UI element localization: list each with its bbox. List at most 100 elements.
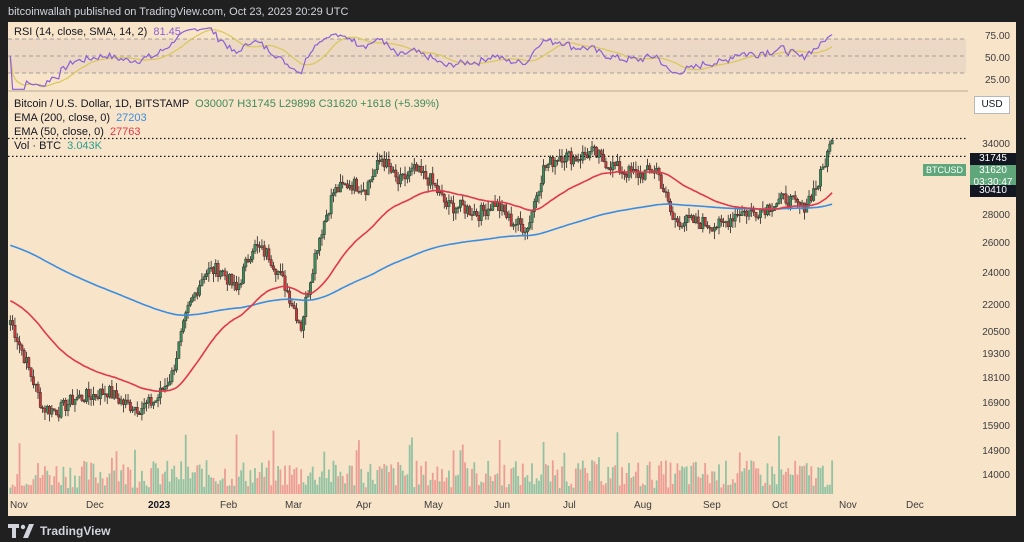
volume-bar <box>344 483 346 494</box>
volume-bar <box>473 462 476 494</box>
volume-bar <box>789 474 792 494</box>
chart-area[interactable]: RSI (14, close, SMA, 14, 2) 81.45 Bitcoi… <box>8 22 1016 516</box>
volume-bar <box>646 465 649 494</box>
rsi-level-25: 25.00 <box>984 75 1010 86</box>
volume-bar <box>491 481 494 494</box>
candle-body <box>96 396 100 399</box>
volume-bar <box>496 473 499 494</box>
price-tick: 24000 <box>982 268 1010 279</box>
candle-body <box>274 269 278 275</box>
volume-bar <box>609 478 612 494</box>
volume-bar <box>187 466 189 494</box>
candle-body <box>648 165 652 171</box>
volume-bar <box>14 486 16 494</box>
volume-bar <box>32 479 35 494</box>
volume-bar <box>510 468 513 494</box>
volume-bar <box>611 467 614 494</box>
volume-bar <box>235 434 238 494</box>
candle-body <box>276 271 280 275</box>
candle-body <box>826 151 829 167</box>
candle-body <box>262 245 266 257</box>
candle-body <box>362 189 365 192</box>
candle-body <box>269 259 273 266</box>
volume-bar <box>531 463 533 494</box>
volume-bar <box>286 484 289 494</box>
candle-body <box>454 208 458 214</box>
candle-body <box>701 217 705 229</box>
candle-body <box>676 218 679 223</box>
time-tick: Jun <box>494 500 511 511</box>
candle-body <box>736 214 739 216</box>
price-tick: 22000 <box>982 300 1010 311</box>
candle-body <box>592 146 596 149</box>
candle-body <box>726 221 730 227</box>
candle-body <box>692 215 696 223</box>
candle-body <box>108 386 111 398</box>
volume-bar <box>498 439 501 494</box>
candle-body <box>410 167 414 172</box>
candle-body <box>385 159 388 168</box>
volume-bar <box>639 486 642 494</box>
time-axis[interactable]: Nov Dec 2023 Feb Mar Apr May Jun Jul Aug… <box>8 494 966 516</box>
candle-body <box>689 215 693 219</box>
volume-bars <box>9 430 834 494</box>
rsi-pane[interactable]: RSI (14, close, SMA, 14, 2) 81.45 <box>8 22 966 90</box>
volume-bar <box>461 444 464 494</box>
candle-body <box>322 221 326 235</box>
candle-body <box>609 167 612 171</box>
volume-bar <box>284 465 286 494</box>
candle-body <box>622 172 626 175</box>
candle-body <box>29 367 33 377</box>
price-tick: 14000 <box>982 470 1010 481</box>
volume-bar <box>466 468 469 494</box>
volume-bar <box>106 477 109 494</box>
volume-bar <box>295 467 298 494</box>
volume-bar <box>725 460 727 494</box>
volume-bar <box>424 461 427 494</box>
candle-body <box>567 151 571 154</box>
volume-bar <box>549 481 552 494</box>
time-tick: Nov <box>839 500 857 511</box>
candle-body <box>75 396 79 400</box>
volume-bar <box>159 484 162 494</box>
volume-bar <box>538 480 540 494</box>
candle-body <box>101 388 105 395</box>
pane-separator[interactable] <box>8 90 1016 92</box>
candle-body <box>687 214 691 219</box>
price-axis[interactable]: 75.00 50.00 25.00 USD 34000 31745 31620 … <box>968 22 1016 516</box>
candle-body <box>188 300 192 306</box>
volume-bar <box>755 468 757 494</box>
volume-bar <box>164 471 166 494</box>
volume-bar <box>44 466 46 494</box>
volume-bar <box>201 468 203 494</box>
volume-bar <box>436 466 439 494</box>
candle-body <box>198 285 201 296</box>
volume-bar <box>692 462 695 494</box>
candle-body <box>696 216 700 224</box>
volume-bar <box>625 472 628 494</box>
volume-bar <box>607 466 610 494</box>
volume-bar <box>785 471 787 494</box>
volume-bar <box>671 483 674 494</box>
volume-bar <box>618 485 621 494</box>
currency-selector[interactable]: USD <box>974 96 1010 114</box>
candle-body <box>149 397 153 406</box>
candle-body <box>126 399 130 403</box>
volume-bar <box>332 460 335 494</box>
candle-body <box>382 158 386 168</box>
candle-body <box>419 165 423 173</box>
volume-bar <box>459 450 462 494</box>
main-pane[interactable]: Bitcoin / U.S. Dollar, 1D, BITSTAMP O300… <box>8 92 966 494</box>
candle-body <box>461 199 465 206</box>
volume-bar <box>632 476 635 494</box>
candle-body <box>662 188 665 192</box>
candle-body <box>295 308 298 321</box>
candle-body <box>796 199 799 203</box>
volume-bar <box>122 464 125 494</box>
candle-body <box>415 164 418 172</box>
candle-body <box>558 156 562 162</box>
volume-bar <box>418 484 420 494</box>
volume-bar <box>254 468 256 494</box>
candle-body <box>375 160 379 171</box>
